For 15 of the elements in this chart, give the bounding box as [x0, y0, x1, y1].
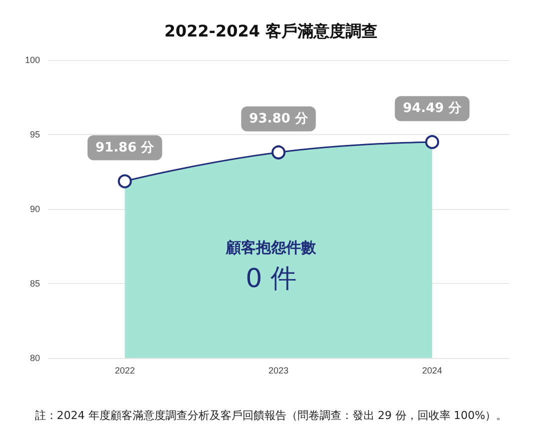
x-tick-label: 2023	[268, 366, 289, 376]
data-label: 91.86 分	[96, 140, 156, 156]
x-tick-label: 2022	[114, 366, 135, 376]
y-tick-label: 90	[30, 204, 40, 214]
annotation: 顧客抱怨件數	[225, 238, 317, 256]
annotation: 0 件	[246, 264, 296, 294]
data-label: 93.80 分	[249, 111, 309, 126]
y-tick-label: 80	[30, 353, 40, 363]
x-tick-label: 2024	[422, 366, 442, 376]
y-tick-label: 95	[30, 130, 40, 140]
chart-title: 2022-2024 客戶滿意度調查	[164, 22, 378, 40]
data-label: 94.49 分	[402, 101, 462, 116]
y-tick-label: 100	[24, 55, 40, 65]
y-tick-label: 85	[30, 278, 40, 288]
text: 註：2024 年度顧客滿意度調查分析及客戶回饋報告（問卷調查：發出 29 份，回收率 100%）。	[34, 409, 508, 422]
